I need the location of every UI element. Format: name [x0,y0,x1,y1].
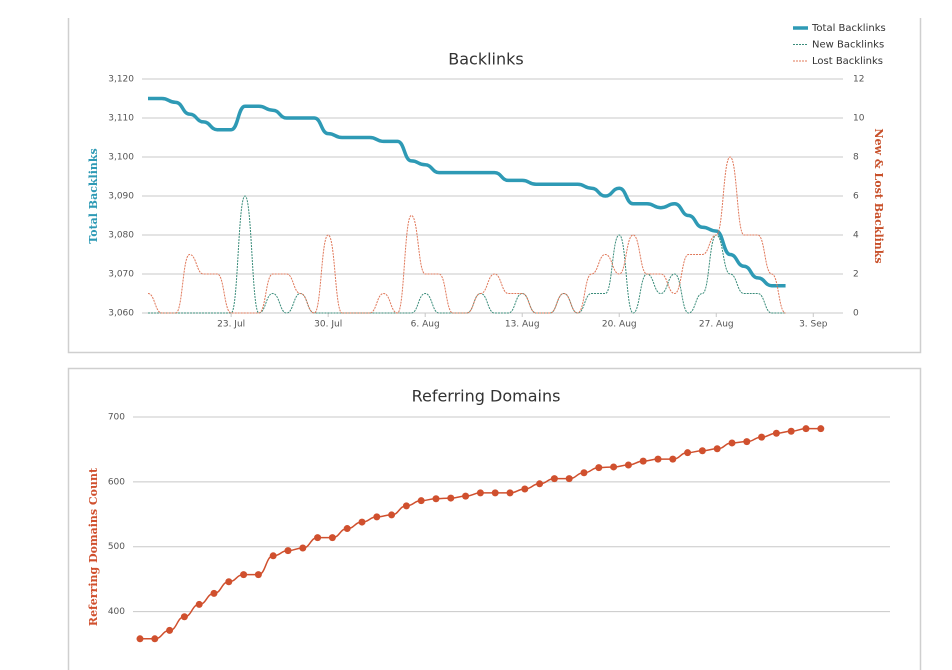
legend-label: New Backlinks [812,40,884,51]
marker [225,578,233,586]
marker [402,502,410,510]
y-tick-label: 3,120 [108,75,134,85]
y-tick-label: 3,060 [108,309,134,319]
line [140,427,821,640]
line [148,195,786,314]
y2-tick-label: 8 [853,153,859,163]
marker [521,485,529,493]
y-axis-title: Referring Domains Count [87,467,100,626]
y-tick-label: 3,080 [108,231,134,241]
marker [166,626,174,634]
marker [491,489,499,497]
y-tick-label: 3,090 [108,192,134,202]
marker [151,635,159,643]
marker [536,480,544,488]
marker [328,534,336,542]
marker [743,438,751,446]
marker [432,495,440,503]
y2-tick-label: 2 [853,270,859,280]
chart-title: Referring Domains [412,387,561,406]
marker [210,589,218,597]
marker [136,635,144,643]
legend-label: Lost Backlinks [812,56,883,67]
y2-tick-label: 0 [853,309,859,319]
marker [343,525,351,533]
marker [462,492,470,500]
marker [195,600,203,608]
marker [358,518,366,526]
panel-referring-domains [67,367,922,670]
y-tick-label: 3,070 [108,270,134,280]
x-tick-label: 30. Jul [314,320,342,330]
marker [580,469,588,477]
marker [698,447,706,455]
marker [772,429,780,437]
panel-backlinks [67,18,922,354]
x-tick-label: 23. Jul [217,320,245,330]
marker [684,449,692,457]
marker [639,457,647,465]
y-axis-title: Total Backlinks [87,148,100,243]
y-tick-label: 3,110 [108,114,134,124]
marker [269,552,277,560]
x-tick-label: 27. Aug [699,320,734,330]
marker [254,571,262,579]
line [148,96,786,288]
marker [284,547,292,555]
y-tick-label: 400 [108,607,125,617]
marker [654,455,662,463]
marker [802,425,810,433]
marker [506,489,514,497]
marker [180,613,188,621]
marker [240,571,248,579]
y-tick-label: 700 [108,413,125,423]
y2-tick-label: 10 [853,114,865,124]
marker [758,433,766,441]
marker [550,475,558,483]
marker [447,494,455,502]
marker [314,534,322,542]
marker [373,513,381,521]
y2-tick-label: 12 [853,75,864,85]
x-tick-label: 20. Aug [602,320,637,330]
marker [728,439,736,447]
marker [476,489,484,497]
marker [565,475,573,483]
x-tick-label: 13. Aug [505,320,540,330]
marker [610,463,618,471]
marker [417,497,425,505]
legend-label: Total Backlinks [811,23,886,34]
marker [787,427,795,435]
marker [595,464,603,472]
y-tick-label: 600 [108,477,125,487]
marker [669,455,677,463]
y-tick-label: 500 [108,542,125,552]
x-tick-label: 3. Sep [799,320,828,330]
marker [299,544,307,552]
marker [624,461,632,469]
marker [388,511,396,519]
y-tick-label: 3,100 [108,153,134,163]
line [147,156,786,314]
marker [713,445,721,453]
chart-title: Backlinks [448,50,523,69]
marker [817,425,825,433]
x-tick-label: 6. Aug [411,320,440,330]
y2-tick-label: 4 [853,231,859,241]
y2-axis-title: New & Lost Backlinks [872,128,885,263]
y2-tick-label: 6 [853,192,859,202]
